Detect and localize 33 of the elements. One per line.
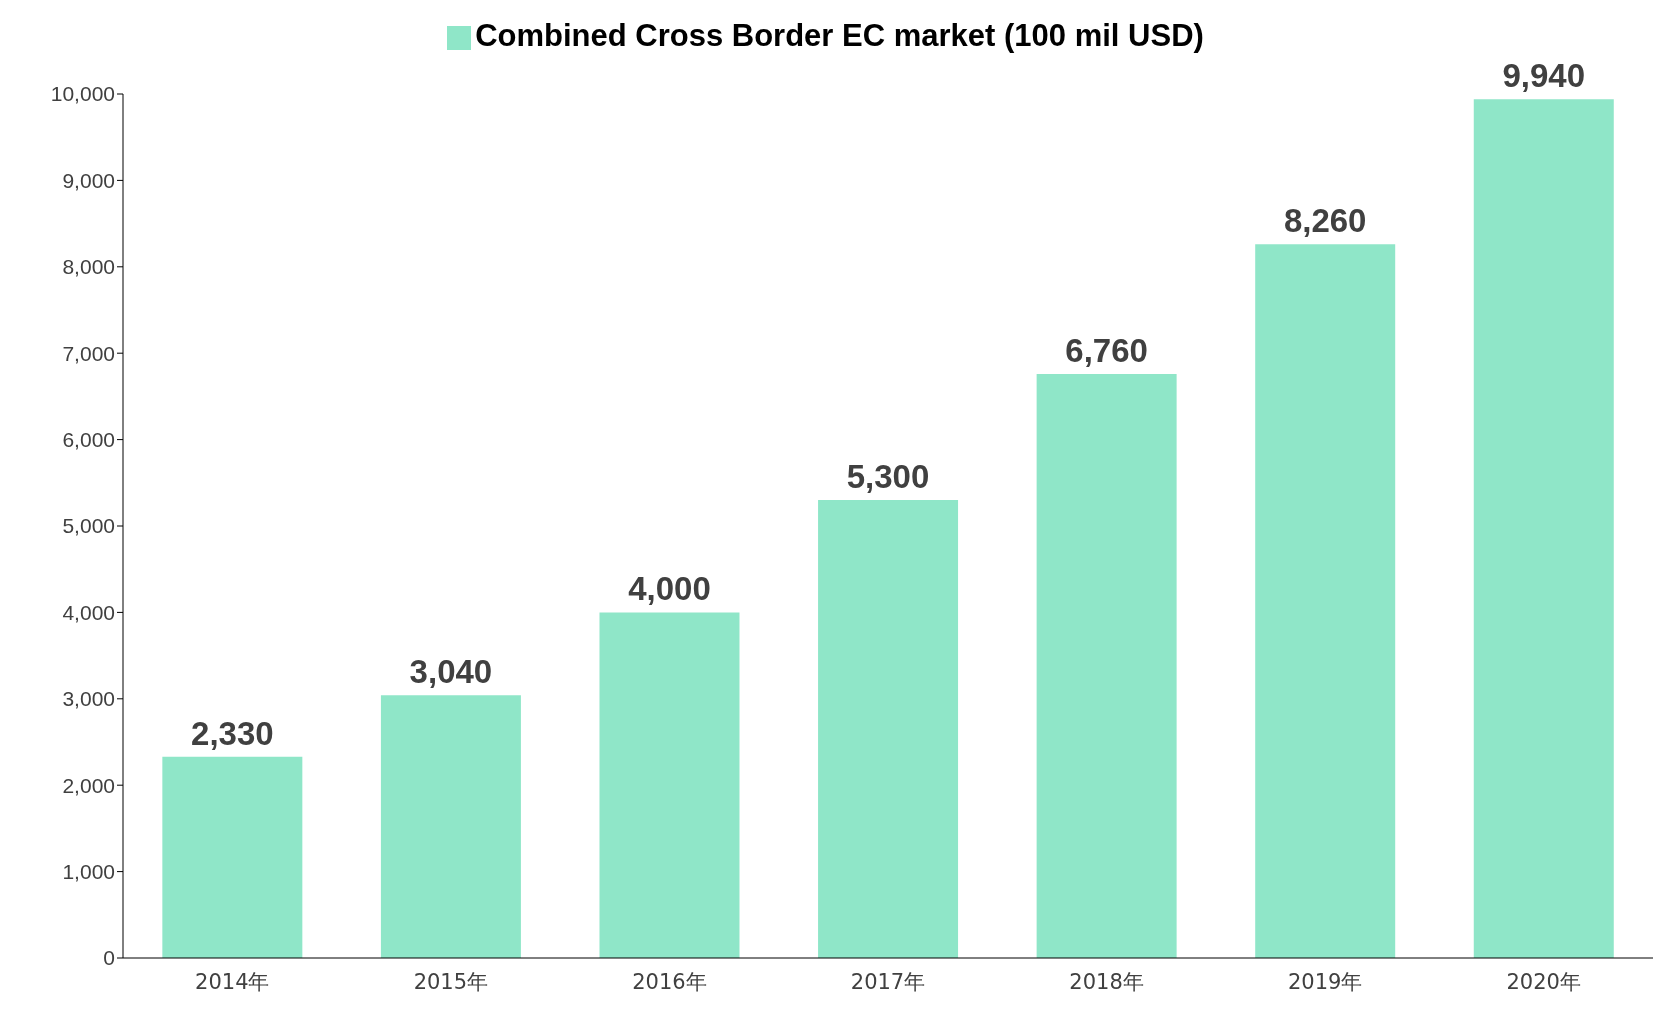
bar — [1473, 99, 1614, 958]
bar — [1036, 373, 1177, 958]
y-tick-label: 9,000 — [62, 168, 115, 192]
bar — [599, 612, 740, 958]
y-tick-label: 4,000 — [62, 600, 115, 624]
bar — [162, 756, 303, 958]
data-label: 4,000 — [628, 570, 711, 608]
data-label: 3,040 — [409, 653, 493, 691]
y-tick-label: 2,000 — [62, 773, 115, 797]
x-tick-label: 2018年 — [1069, 969, 1144, 994]
legend-label: Combined Cross Border EC market (100 mil USD) — [475, 18, 1204, 53]
data-label: 5,300 — [846, 458, 930, 496]
y-tick-label: 3,000 — [62, 687, 115, 711]
x-tick-label: 2014年 — [195, 969, 270, 994]
bar — [380, 695, 521, 958]
y-tick-label: 7,000 — [62, 341, 115, 365]
x-tick-label: 2017年 — [850, 969, 926, 994]
y-tick-label: 1,000 — [62, 860, 115, 884]
data-label: 2,330 — [191, 714, 274, 752]
x-tick-label: 2020年 — [1506, 969, 1581, 994]
bar — [818, 500, 959, 958]
x-tick-label: 2019年 — [1287, 969, 1363, 994]
y-tick-label: 6,000 — [62, 428, 115, 452]
bar — [1255, 244, 1396, 958]
data-label: 8,260 — [1283, 202, 1367, 240]
y-tick-label: 10,000 — [50, 82, 115, 106]
y-tick-label: 8,000 — [62, 255, 115, 279]
y-tick-label: 5,000 — [62, 514, 115, 538]
data-label: 9,940 — [1502, 57, 1586, 95]
data-label: 6,760 — [1065, 331, 1148, 369]
x-tick-label: 2015年 — [413, 969, 489, 994]
x-tick-label: 2016年 — [632, 969, 707, 994]
y-tick-label: 0 — [103, 946, 115, 970]
